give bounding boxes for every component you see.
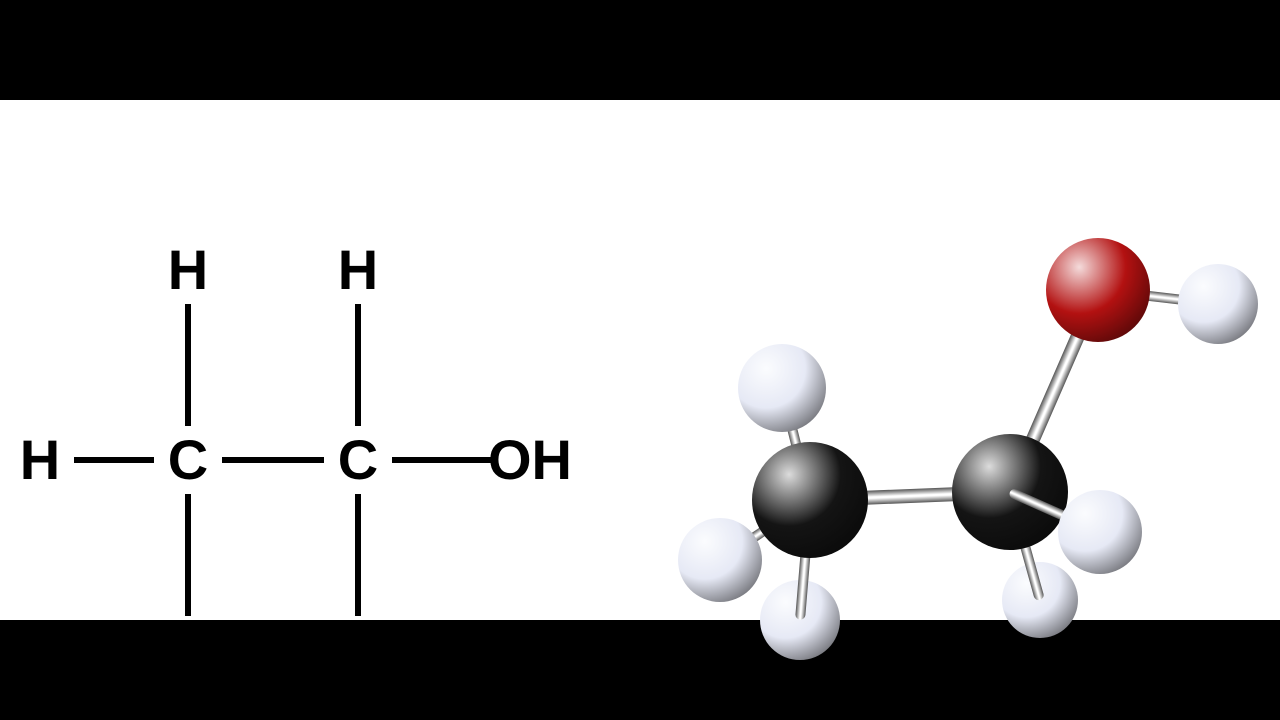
atom-label-c_left: C: [168, 432, 208, 488]
atom-label-h_bot_left: H: [168, 622, 208, 678]
structural-bond: [355, 304, 361, 426]
structural-bond: [185, 304, 191, 426]
model-atom-H6: [1178, 264, 1258, 344]
atom-label-oh: OH: [488, 432, 572, 488]
atom-label-h_bot_right: H: [338, 622, 378, 678]
structural-bond: [355, 494, 361, 616]
structural-bond: [222, 457, 324, 463]
model-atom-H2: [678, 518, 762, 602]
atom-label-c_right: C: [338, 432, 378, 488]
atom-label-h_top_left: H: [168, 242, 208, 298]
structural-bond: [392, 457, 496, 463]
structural-bond: [74, 457, 154, 463]
content-panel: HHHCCOHHH: [0, 100, 1280, 620]
model-atom-O: [1046, 238, 1150, 342]
model-atom-H4: [1058, 490, 1142, 574]
atom-label-h_top_right: H: [338, 242, 378, 298]
diagram-stage: H H H C C OH H H: [0, 0, 1280, 720]
atom-label-h_left: H: [20, 432, 60, 488]
structural-bond: [185, 494, 191, 616]
model-atom-C1: [752, 442, 868, 558]
model-atom-H5: [1002, 562, 1078, 638]
model-atom-H1: [738, 344, 826, 432]
